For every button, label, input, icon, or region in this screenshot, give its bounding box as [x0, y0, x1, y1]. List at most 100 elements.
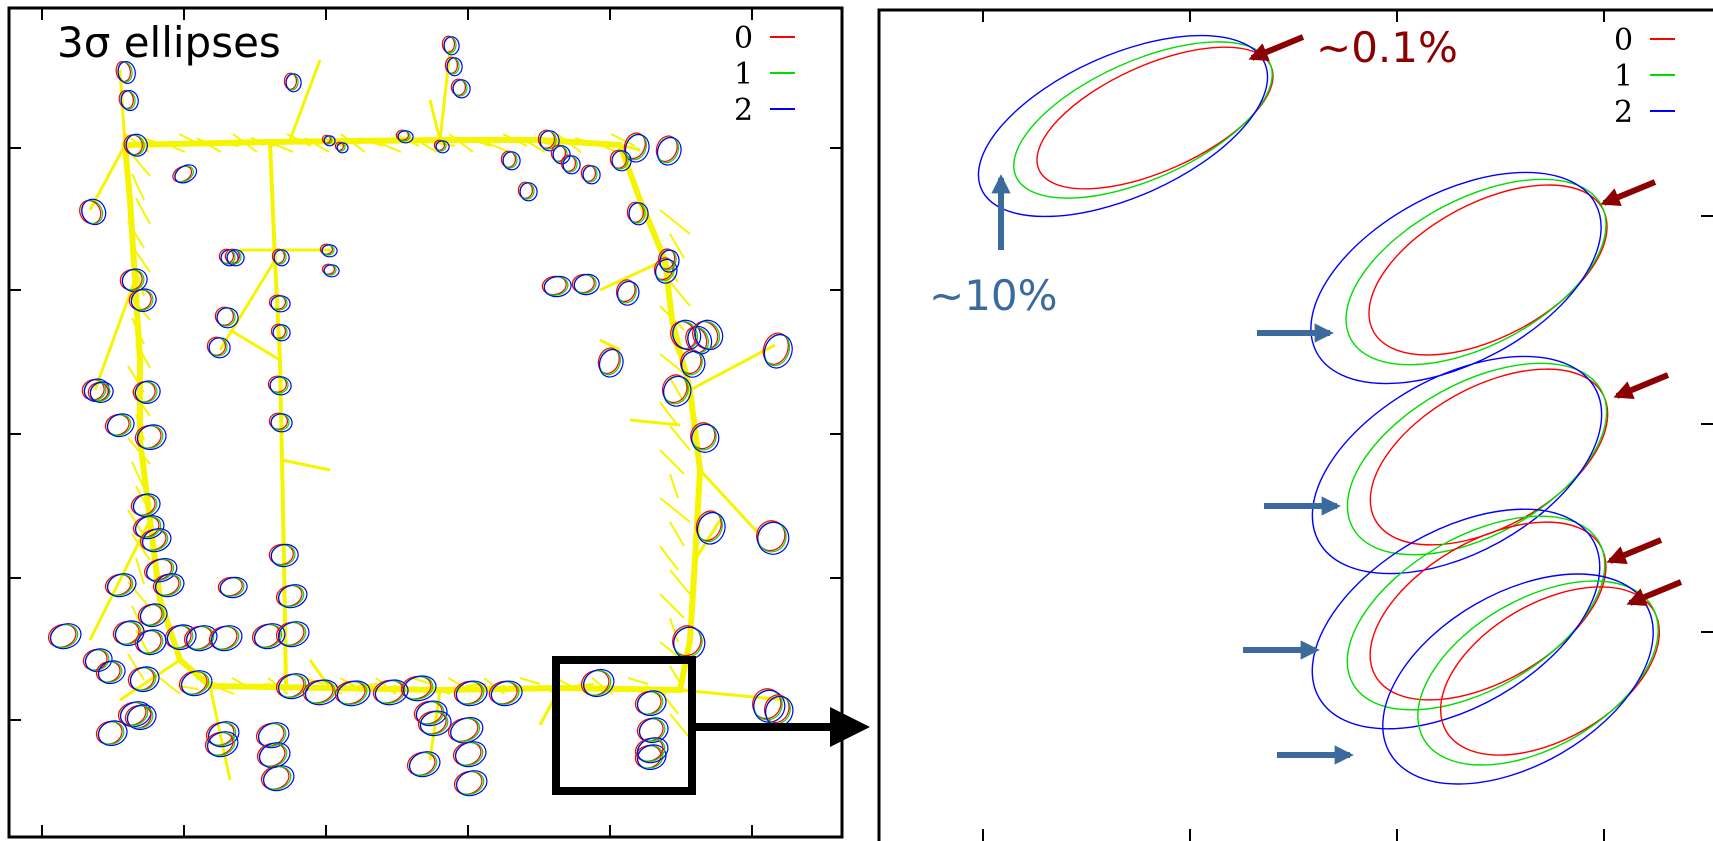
landmark-ellipse	[580, 669, 610, 696]
landmark-ellipse	[692, 320, 719, 350]
landmark-ellipse	[637, 737, 669, 764]
landmark-ellipse	[155, 573, 185, 598]
landmark-ellipse	[636, 717, 664, 742]
landmark-ellipse	[208, 337, 231, 359]
landmark-ellipse	[537, 129, 556, 149]
landmark-ellipse	[275, 673, 305, 698]
landmark-ellipse	[207, 731, 239, 758]
graph-edge	[339, 677, 361, 690]
graph-edge	[250, 137, 276, 147]
landmark-ellipse	[336, 142, 349, 154]
graph-edge	[610, 133, 636, 147]
landmark-ellipse	[255, 722, 285, 747]
graph-edge	[127, 581, 151, 609]
zoomed-ellipse-1	[1417, 580, 1659, 766]
graph-edge	[428, 99, 442, 141]
landmark-ellipse	[628, 202, 649, 226]
landmark-ellipse	[562, 155, 581, 175]
landmark-ellipse	[756, 520, 786, 552]
landmark-ellipse	[128, 289, 152, 311]
landmark-ellipse	[419, 710, 452, 737]
landmark-ellipse	[97, 720, 128, 747]
landmark-ellipse	[134, 380, 161, 404]
landmark-ellipse	[763, 694, 790, 724]
landmark-ellipse	[752, 688, 782, 720]
right-legend-label-2: 2	[1614, 95, 1633, 130]
landmark-ellipse	[696, 511, 726, 545]
landmark-ellipse	[406, 751, 436, 776]
landmark-ellipse	[97, 660, 126, 685]
landmark-ellipse	[446, 57, 463, 77]
landmark-ellipse	[636, 744, 667, 771]
graph-edge	[599, 338, 621, 352]
landmark-ellipse	[258, 722, 290, 749]
graph-edge	[669, 617, 679, 643]
landmark-ellipse	[172, 165, 193, 183]
landmark-ellipse	[285, 73, 302, 93]
graph-edge	[669, 425, 691, 451]
zoomed-ellipse-2	[1310, 171, 1602, 385]
pose-graph-edges	[88, 49, 786, 781]
landmark-ellipse	[81, 198, 107, 226]
landmark-ellipse	[455, 741, 487, 768]
landmark-ellipse	[269, 376, 292, 396]
graph-edge	[131, 173, 145, 201]
graph-edge	[88, 519, 152, 641]
graph-edge	[466, 137, 492, 147]
graph-edge	[268, 141, 294, 153]
landmark-ellipse	[413, 700, 443, 725]
landmark-ellipse	[571, 273, 595, 294]
landmark-ellipse	[268, 294, 286, 310]
landmark-ellipse	[132, 381, 156, 403]
right-legend: 0 1 2	[1614, 23, 1675, 130]
landmark-ellipse	[130, 493, 156, 516]
graph-edge	[520, 137, 546, 153]
landmark-ellipse	[144, 558, 173, 581]
landmark-ellipse	[214, 306, 234, 326]
landmark-ellipse	[218, 248, 234, 264]
landmark-ellipse	[132, 515, 160, 538]
landmark-ellipse	[672, 625, 702, 657]
landmark-ellipse	[152, 573, 180, 596]
graph-edge	[281, 458, 331, 472]
zoomed-ellipses	[977, 34, 1661, 785]
landmark-ellipse	[186, 625, 218, 652]
landmark-ellipse	[616, 280, 640, 306]
landmark-ellipse	[502, 151, 521, 171]
graph-edge	[484, 141, 510, 153]
graph-edge	[358, 137, 384, 147]
graph-edge	[131, 317, 145, 345]
graph-edge	[619, 143, 641, 152]
landmark-ellipse	[541, 275, 567, 296]
landmark-ellipse	[278, 621, 310, 648]
left-legend-label-2: 2	[734, 93, 753, 128]
left-legend-label-0: 0	[734, 21, 753, 56]
landmark-ellipse	[519, 182, 538, 202]
right-legend-label-1: 1	[1614, 59, 1633, 94]
landmark-ellipse	[624, 133, 650, 163]
landmark-ellipse	[691, 423, 720, 453]
landmark-ellipse	[611, 150, 632, 172]
landmark-ellipse	[107, 573, 137, 598]
landmark-ellipse	[268, 543, 294, 566]
landmark-ellipse	[139, 528, 167, 551]
landmark-ellipse	[456, 770, 488, 797]
landmark-ellipse	[127, 666, 155, 691]
landmark-ellipse	[206, 336, 226, 356]
landmark-ellipse	[659, 249, 680, 273]
graph-edge	[231, 677, 253, 690]
landmark-ellipse	[685, 326, 708, 354]
graph-edge	[196, 137, 222, 153]
graph-edge	[669, 713, 691, 739]
landmark-ellipse	[490, 680, 523, 707]
landmark-ellipse	[270, 295, 291, 313]
graph-edge	[375, 677, 397, 695]
graph-edge	[659, 305, 685, 331]
landmark-ellipse	[135, 515, 165, 540]
landmark-ellipse	[400, 675, 432, 700]
zoomed-ellipse-1	[1346, 515, 1606, 711]
landmark-ellipse	[130, 288, 157, 312]
zoomed-ellipse-0	[1369, 368, 1609, 546]
landmark-ellipse	[112, 620, 140, 645]
zoom-region-box	[552, 656, 696, 795]
